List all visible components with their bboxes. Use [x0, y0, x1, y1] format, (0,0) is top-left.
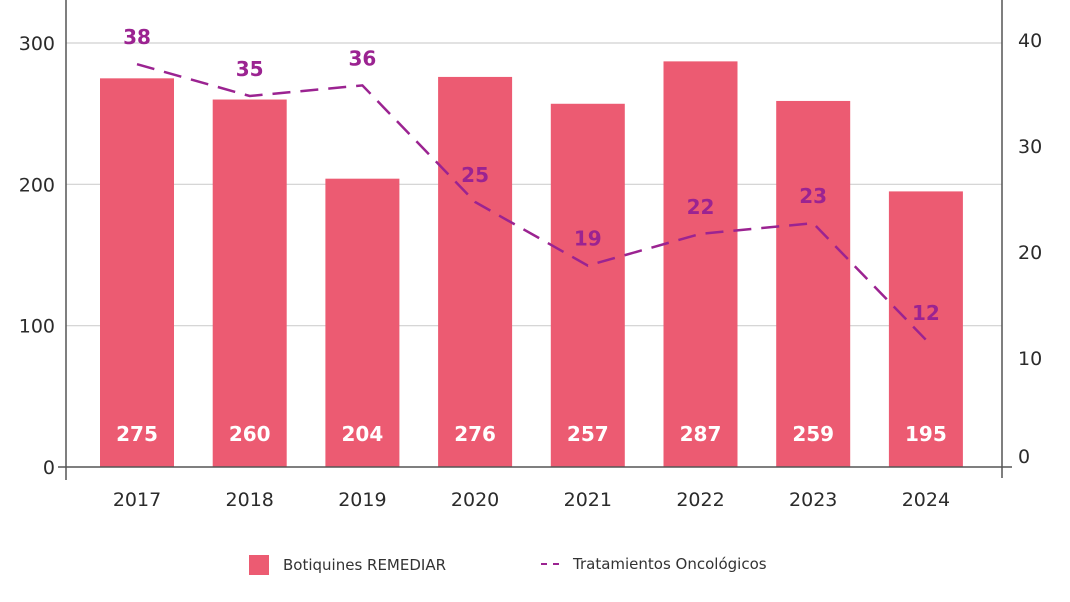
y-right-tick-label: 20 — [1018, 242, 1042, 264]
x-tick-label: 2017 — [113, 489, 161, 511]
line-value-label: 19 — [574, 227, 602, 251]
bar — [663, 61, 738, 468]
line-value-label: 36 — [348, 46, 376, 70]
x-tick-label: 2020 — [451, 489, 499, 511]
data-labels: 275 260 204 276 257 287 259 195 38 35 36 25 19 22 23 12 — [116, 25, 947, 446]
bar — [325, 178, 400, 467]
bar — [776, 100, 851, 468]
gridlines — [66, 42, 1002, 327]
bar-value-label: 287 — [680, 422, 722, 446]
legend: Botiquines REMEDIAR Tratamientos Oncológ… — [0, 555, 1070, 579]
line-value-label: 23 — [799, 184, 827, 208]
bar-value-label: 195 — [905, 422, 947, 446]
line-path — [136, 62, 927, 341]
bars — [100, 61, 963, 468]
y-right-tick-label: 0 — [1018, 446, 1030, 468]
y-left-tick-label: 100 — [19, 316, 55, 338]
y-left-tick-label: 200 — [19, 174, 55, 196]
line-value-label: 35 — [236, 57, 264, 81]
bar — [438, 76, 513, 468]
line-value-label: 38 — [123, 25, 151, 49]
bar-value-label: 257 — [567, 422, 609, 446]
bar-value-label: 259 — [792, 422, 834, 446]
bar — [550, 103, 625, 468]
bar — [212, 99, 287, 468]
line-value-label: 12 — [912, 301, 940, 325]
y-left-tick-label: 300 — [19, 33, 55, 55]
bar — [888, 191, 963, 467]
y-right-tick-label: 30 — [1018, 136, 1042, 158]
line-value-label: 25 — [461, 163, 489, 187]
x-tick-label: 2023 — [789, 489, 837, 511]
y-left-tick-label: 0 — [43, 457, 55, 479]
axes: 0 100 200 300 0 10 20 30 40 2017 2018 2019 2020 2021 2… — [19, 0, 1042, 511]
line-value-label: 22 — [687, 195, 715, 219]
legend-label-line: Tratamientos Oncológicos — [573, 555, 767, 573]
legend-item-bars[interactable]: Botiquines REMEDIAR — [249, 555, 446, 575]
legend-swatch-line — [541, 563, 559, 565]
y-right-tick-label: 40 — [1018, 30, 1042, 52]
bar-value-label: 276 — [454, 422, 496, 446]
legend-label-bars: Botiquines REMEDIAR — [283, 556, 447, 574]
bar-value-label: 260 — [229, 422, 271, 446]
y-right-tick-label: 10 — [1018, 348, 1042, 370]
line-series — [136, 62, 927, 341]
x-tick-label: 2024 — [902, 489, 950, 511]
x-tick-label: 2019 — [338, 489, 386, 511]
legend-item-line[interactable]: Tratamientos Oncológicos — [541, 555, 767, 573]
x-tick-label: 2022 — [676, 489, 724, 511]
bar — [100, 78, 174, 467]
bar-value-label: 204 — [342, 422, 384, 446]
legend-swatch-bar — [249, 555, 269, 575]
x-tick-label: 2018 — [226, 489, 274, 511]
bar-value-label: 275 — [116, 422, 158, 446]
x-tick-label: 2021 — [564, 489, 612, 511]
